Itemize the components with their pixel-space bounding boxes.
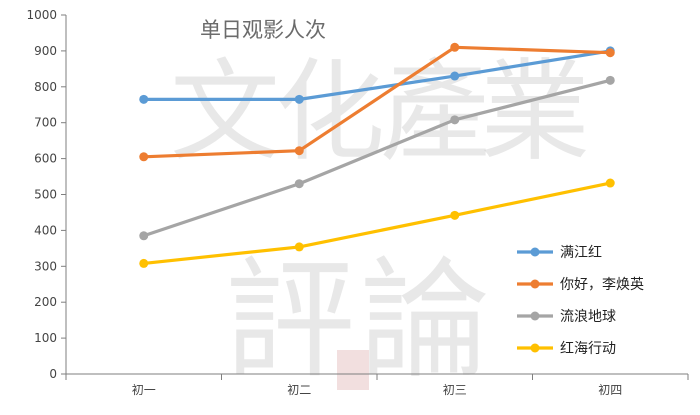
series-line-0 [142, 49, 612, 101]
y-tick-label: 600 [34, 152, 57, 166]
y-tick-label: 0 [49, 367, 57, 381]
svg-text:評: 評 [225, 244, 355, 396]
svg-text:文: 文 [170, 48, 280, 176]
y-tick-label: 700 [34, 116, 57, 130]
legend-swatch-marker [530, 279, 540, 289]
series-line-2 [142, 78, 612, 238]
y-tick-label: 200 [34, 295, 57, 309]
y-tick-label: 1000 [26, 8, 57, 22]
data-point [605, 75, 615, 85]
data-point [294, 242, 304, 252]
data-point [605, 178, 615, 188]
y-tick-label: 300 [34, 259, 57, 273]
data-point [139, 231, 149, 241]
svg-text:產: 產 [380, 48, 490, 176]
y-tick-label: 800 [34, 80, 57, 94]
data-point [450, 210, 460, 220]
x-tick-label: 初三 [443, 383, 467, 397]
legend-label: 流浪地球 [560, 309, 616, 325]
data-point [450, 71, 460, 81]
legend-swatch-marker [530, 311, 540, 321]
legend-swatch-marker [530, 247, 540, 257]
y-tick-label: 500 [34, 188, 57, 202]
svg-text:業: 業 [480, 48, 590, 176]
legend-swatch-marker [530, 343, 540, 353]
y-axis-ticks: 0 100 200 300 400 500 600 700 800 900 1000 [26, 8, 66, 381]
data-point [294, 179, 304, 189]
watermark-seal [337, 350, 369, 390]
x-axis-ticks: 初一 初二 初三 初四 [65, 374, 689, 397]
data-point [139, 94, 149, 104]
legend-label: 满江红 [560, 245, 602, 261]
series-line-1 [142, 45, 612, 159]
x-tick-label: 初一 [132, 383, 156, 397]
series-lines [139, 42, 615, 268]
data-point [450, 42, 460, 52]
data-point [139, 258, 149, 268]
data-point [294, 94, 304, 104]
data-point [294, 146, 304, 156]
legend-label: 你好，李焕英 [560, 276, 644, 293]
chart-title: 单日观影人次 [200, 18, 326, 42]
y-tick-label: 400 [34, 223, 57, 237]
data-point [605, 48, 615, 58]
watermark-calligraphy: 文 化 產 業 評 論 [170, 48, 590, 396]
y-tick-label: 100 [34, 331, 57, 345]
data-point [450, 115, 460, 125]
x-tick-label: 初二 [287, 383, 311, 397]
x-tick-label: 初四 [598, 383, 622, 397]
legend-label: 红海行动 [560, 341, 616, 357]
series-line-3 [142, 181, 612, 266]
data-point [139, 152, 149, 162]
svg-text:論: 論 [360, 244, 490, 396]
y-tick-label: 900 [34, 44, 57, 58]
